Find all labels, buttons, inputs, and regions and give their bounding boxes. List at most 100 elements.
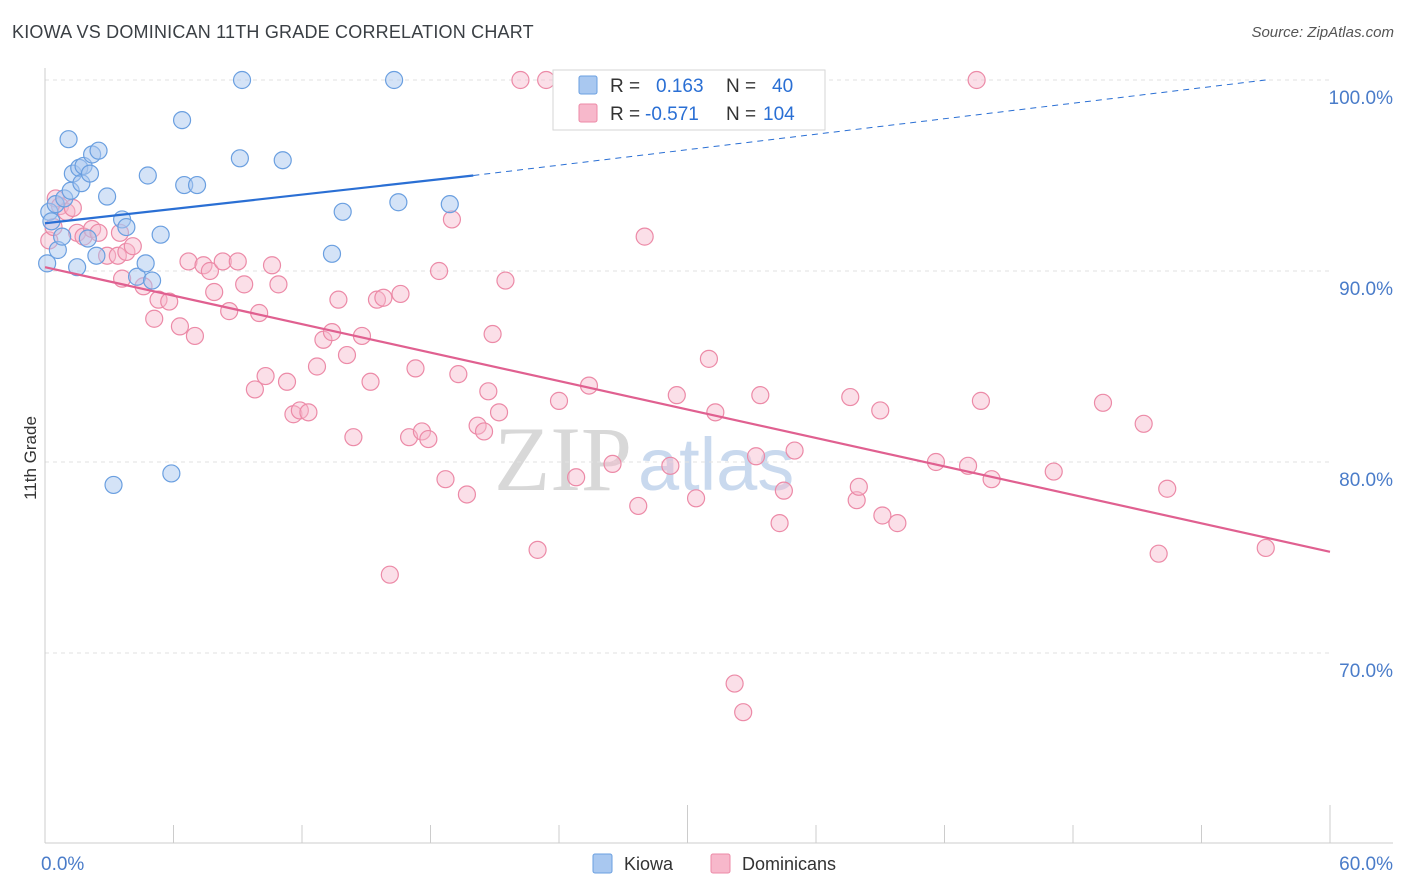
y-tick-label-70: 70.0% (1339, 661, 1393, 682)
dominicans-point-88 (849, 477, 868, 496)
dominicans-point-76 (686, 489, 706, 508)
kiowa-point-14 (78, 229, 97, 248)
dominicans-point-82 (751, 386, 770, 405)
legend-kiowa-label: Kiowa (624, 854, 674, 874)
kiowa-point-39 (440, 195, 459, 214)
dominicans-point-62 (483, 324, 502, 344)
kiowa-point-15 (80, 164, 100, 183)
kiowa-point-33 (232, 70, 252, 90)
y-tick-label-90: 90.0% (1339, 279, 1393, 300)
dominicans-point-99 (1134, 414, 1153, 433)
source-label: Source: ZipAtlas.com (1251, 24, 1394, 41)
dominicans-point-97 (1044, 462, 1063, 481)
dominicans-point-55 (436, 470, 455, 489)
dominicans-point-94 (967, 70, 986, 90)
dominicans-point-37 (299, 403, 318, 422)
kiowa-point-19 (98, 187, 117, 206)
dominicans-point-92 (926, 452, 946, 472)
dominicans-point-73 (635, 227, 654, 246)
dominicans-point-87 (847, 491, 866, 510)
dominicans-point-31 (256, 366, 275, 386)
dominicans-point-38 (307, 357, 327, 376)
kiowa-point-22 (117, 217, 136, 237)
dominicans-point-53 (419, 429, 438, 449)
watermark-zip: ZIP (494, 408, 632, 510)
dominicans-swatch (578, 103, 598, 123)
x-tick-label-1: 60.0% (1339, 854, 1393, 875)
stats-legend-box (552, 69, 826, 131)
kiowa-point-10 (68, 258, 87, 277)
kiowa-point-20 (104, 475, 123, 495)
dominicans-point-57 (449, 365, 468, 384)
kiowa-swatch (578, 75, 598, 95)
stats-legend: R = 0.163 N = 40 R = -0.571 N = 104 (552, 69, 826, 131)
dominicans-point-45 (361, 372, 380, 391)
kiowa-point-37 (384, 70, 404, 90)
chart-title: KIOWA VS DOMINICAN 11TH GRADE CORRELATIO… (12, 22, 534, 42)
dominicans-n-label: N = (726, 104, 756, 125)
kiowa-trend-line (44, 174, 474, 225)
dominicans-point-42 (337, 345, 357, 365)
dominicans-point-61 (479, 382, 498, 401)
dominicans-point-25 (213, 252, 232, 271)
dominicans-point-89 (871, 401, 890, 420)
legend-kiowa-swatch (592, 853, 613, 874)
dominicans-point-21 (185, 326, 205, 346)
dominicans-point-75 (667, 386, 686, 405)
kiowa-point-35 (322, 244, 342, 263)
dominicans-point-56 (442, 210, 462, 229)
dominicans-point-74 (661, 456, 680, 475)
dominicans-point-91 (888, 514, 907, 533)
dominicans-point-81 (746, 447, 766, 466)
dominicans-r-label: R = (610, 104, 640, 125)
kiowa-point-36 (333, 202, 352, 221)
x-tick-labels: 0.0% 60.0% (41, 854, 1393, 875)
dominicans-point-28 (235, 275, 254, 294)
dominicans-point-98 (1093, 393, 1113, 412)
dominicans-points (40, 70, 1275, 722)
dominicans-trend-line (44, 266, 1331, 553)
dominicans-point-95 (971, 391, 991, 410)
dominicans-point-86 (841, 387, 860, 407)
kiowa-point-18 (89, 141, 108, 160)
kiowa-r-label: R = (610, 76, 640, 97)
dominicans-point-52 (412, 422, 432, 441)
kiowa-point-24 (136, 254, 155, 273)
legend-dominicans-swatch (710, 853, 731, 874)
legend-dominicans-label: Dominicans (742, 854, 836, 874)
y-tick-label-80: 80.0% (1339, 470, 1393, 491)
dominicans-point-32 (262, 256, 282, 275)
dominicans-point-33 (269, 275, 288, 294)
kiowa-point-32 (230, 149, 249, 168)
kiowa-point-28 (162, 464, 181, 483)
dominicans-point-60 (474, 422, 494, 441)
kiowa-n-label: N = (726, 76, 756, 97)
kiowa-point-29 (172, 111, 192, 130)
dominicans-point-43 (344, 428, 363, 447)
dominicans-n-value: 104 (763, 104, 795, 125)
dominicans-point-65 (511, 70, 530, 90)
dominicans-point-66 (528, 540, 547, 559)
dominicans-point-48 (380, 565, 399, 584)
dominicans-point-64 (496, 271, 515, 290)
dominicans-point-41 (329, 290, 348, 309)
dominicans-point-49 (391, 284, 410, 304)
kiowa-point-27 (151, 225, 170, 244)
series-legend: Kiowa Dominicans (592, 853, 836, 874)
dominicans-point-11 (108, 246, 127, 265)
dominicans-point-63 (489, 403, 509, 422)
dominicans-point-16 (145, 309, 164, 328)
kiowa-point-26 (142, 271, 162, 290)
dominicans-point-80 (734, 703, 753, 722)
kiowa-trend-extension (473, 79, 1266, 176)
dominicans-point-79 (725, 674, 744, 693)
dominicans-point-84 (774, 481, 793, 500)
kiowa-n-value: 40 (772, 76, 793, 97)
dominicans-point-18 (160, 292, 179, 311)
trend-lines (44, 79, 1331, 553)
dominicans-point-54 (429, 261, 449, 281)
dominicans-r-value: -0.571 (645, 104, 699, 125)
dominicans-point-71 (603, 454, 622, 474)
dominicans-point-29 (245, 380, 264, 399)
